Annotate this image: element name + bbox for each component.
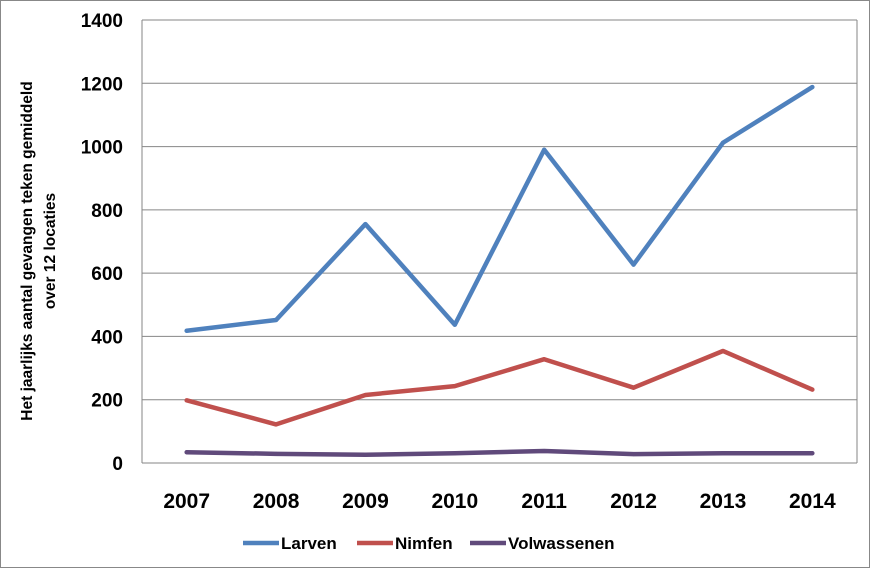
data-point-volwassenen [363,452,368,457]
data-point-volwassenen [810,451,815,456]
data-point-volwassenen [542,448,547,453]
x-tick-label: 2010 [431,490,478,513]
x-tick-label: 2014 [789,490,836,513]
data-point-nimfen [810,387,815,392]
series-line-volwassenen [184,448,815,458]
legend: Larven Nimfen Volwassenen [243,534,614,553]
data-point-volwassenen [452,451,457,456]
series-lines [184,84,815,458]
data-point-larven [631,262,636,267]
y-tick-label: 400 [91,327,123,348]
legend-label-nimfen: Nimfen [395,534,453,553]
y-axis-label-line-1: Het jaarlijks aantal gevangen teken gemi… [19,81,36,420]
y-axis-label-line-2: over 12 locaties [42,193,59,309]
data-point-larven [363,222,368,227]
legend-label-volwassenen: Volwassenen [508,534,614,553]
y-axis-ticks: 0 200 400 600 800 1000 1200 1400 [81,11,123,475]
data-point-larven [184,328,189,333]
data-point-volwassenen [720,451,725,456]
data-point-nimfen [274,422,279,427]
data-point-larven [274,317,279,322]
x-tick-label: 2008 [253,490,300,513]
y-tick-label: 200 [91,391,123,412]
y-tick-label: 1000 [81,138,123,159]
data-point-volwassenen [184,450,189,455]
data-point-nimfen [184,398,189,403]
data-point-larven [810,85,815,90]
y-tick-label: 1200 [81,74,123,95]
legend-label-larven: Larven [281,534,337,553]
data-point-volwassenen [631,452,636,457]
x-tick-label: 2013 [700,490,747,513]
data-point-nimfen [720,348,725,353]
y-tick-label: 1400 [81,11,123,32]
y-tick-label: 800 [91,201,123,222]
x-tick-label: 2009 [342,490,389,513]
data-point-nimfen [452,384,457,389]
data-point-larven [542,147,547,152]
x-tick-label: 2012 [610,490,657,513]
x-tick-label: 2011 [521,490,567,513]
x-axis-ticks: 2007 2008 2009 2010 2011 2012 2013 2014 [163,490,836,513]
y-axis-label: Het jaarlijks aantal gevangen teken gemi… [19,81,59,420]
data-point-nimfen [363,392,368,397]
series-line-nimfen [184,348,815,427]
data-point-larven [720,140,725,145]
y-tick-label: 600 [91,264,123,285]
gridlines [141,19,858,464]
data-point-volwassenen [274,451,279,456]
y-tick-label: 0 [112,454,123,475]
data-point-larven [452,322,457,327]
data-point-nimfen [542,357,547,362]
x-tick-label: 2007 [163,490,210,513]
data-point-nimfen [631,385,636,390]
series-line-larven [184,84,815,333]
